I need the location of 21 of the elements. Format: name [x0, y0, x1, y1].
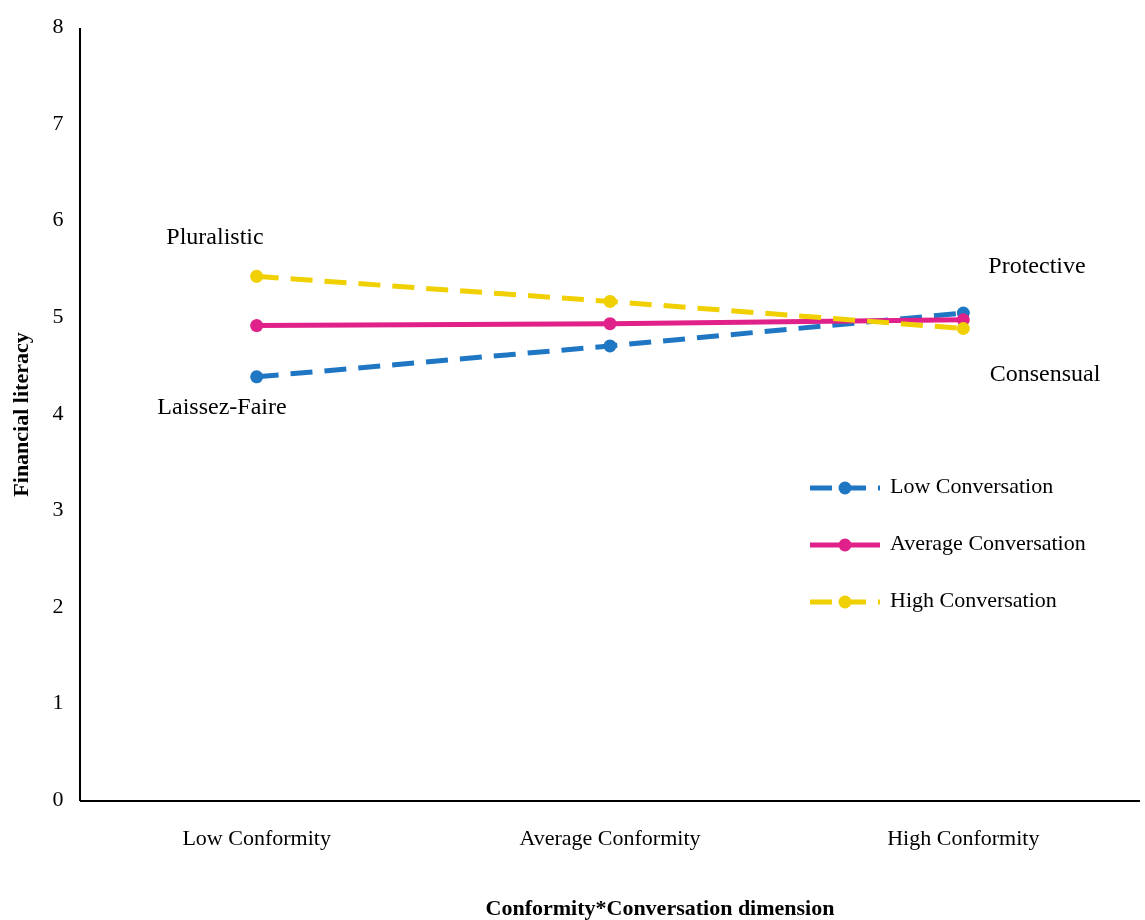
x-tick-label: Average Conformity	[519, 825, 701, 850]
y-tick-label: 5	[52, 302, 64, 328]
y-axis-title: Financial literacy	[8, 332, 33, 497]
annotation: Consensual	[989, 359, 1101, 386]
y-tick-label: 3	[52, 496, 64, 522]
y-tick-label: 2	[52, 592, 64, 618]
x-tick-label: High Conformity	[887, 825, 1040, 850]
y-tick-label: 4	[52, 399, 64, 425]
y-tick-label: 8	[52, 13, 64, 39]
annotation: Protective	[988, 251, 1086, 278]
x-tick-label: Low Conformity	[182, 825, 331, 850]
y-tick-label: 1	[52, 689, 64, 715]
legend-label: Average Conversation	[890, 530, 1086, 556]
annotation: Laissez-Faire	[157, 392, 287, 419]
annotation: Pluralistic	[166, 222, 264, 249]
legend-label: Low Conversation	[890, 473, 1054, 499]
legend-label: High Conversation	[890, 587, 1057, 613]
y-tick-label: 7	[52, 109, 64, 135]
y-tick-label: 6	[52, 206, 64, 232]
y-tick-label: 0	[52, 786, 64, 812]
x-axis-title: Conformity*Conversation dimension	[485, 895, 835, 920]
